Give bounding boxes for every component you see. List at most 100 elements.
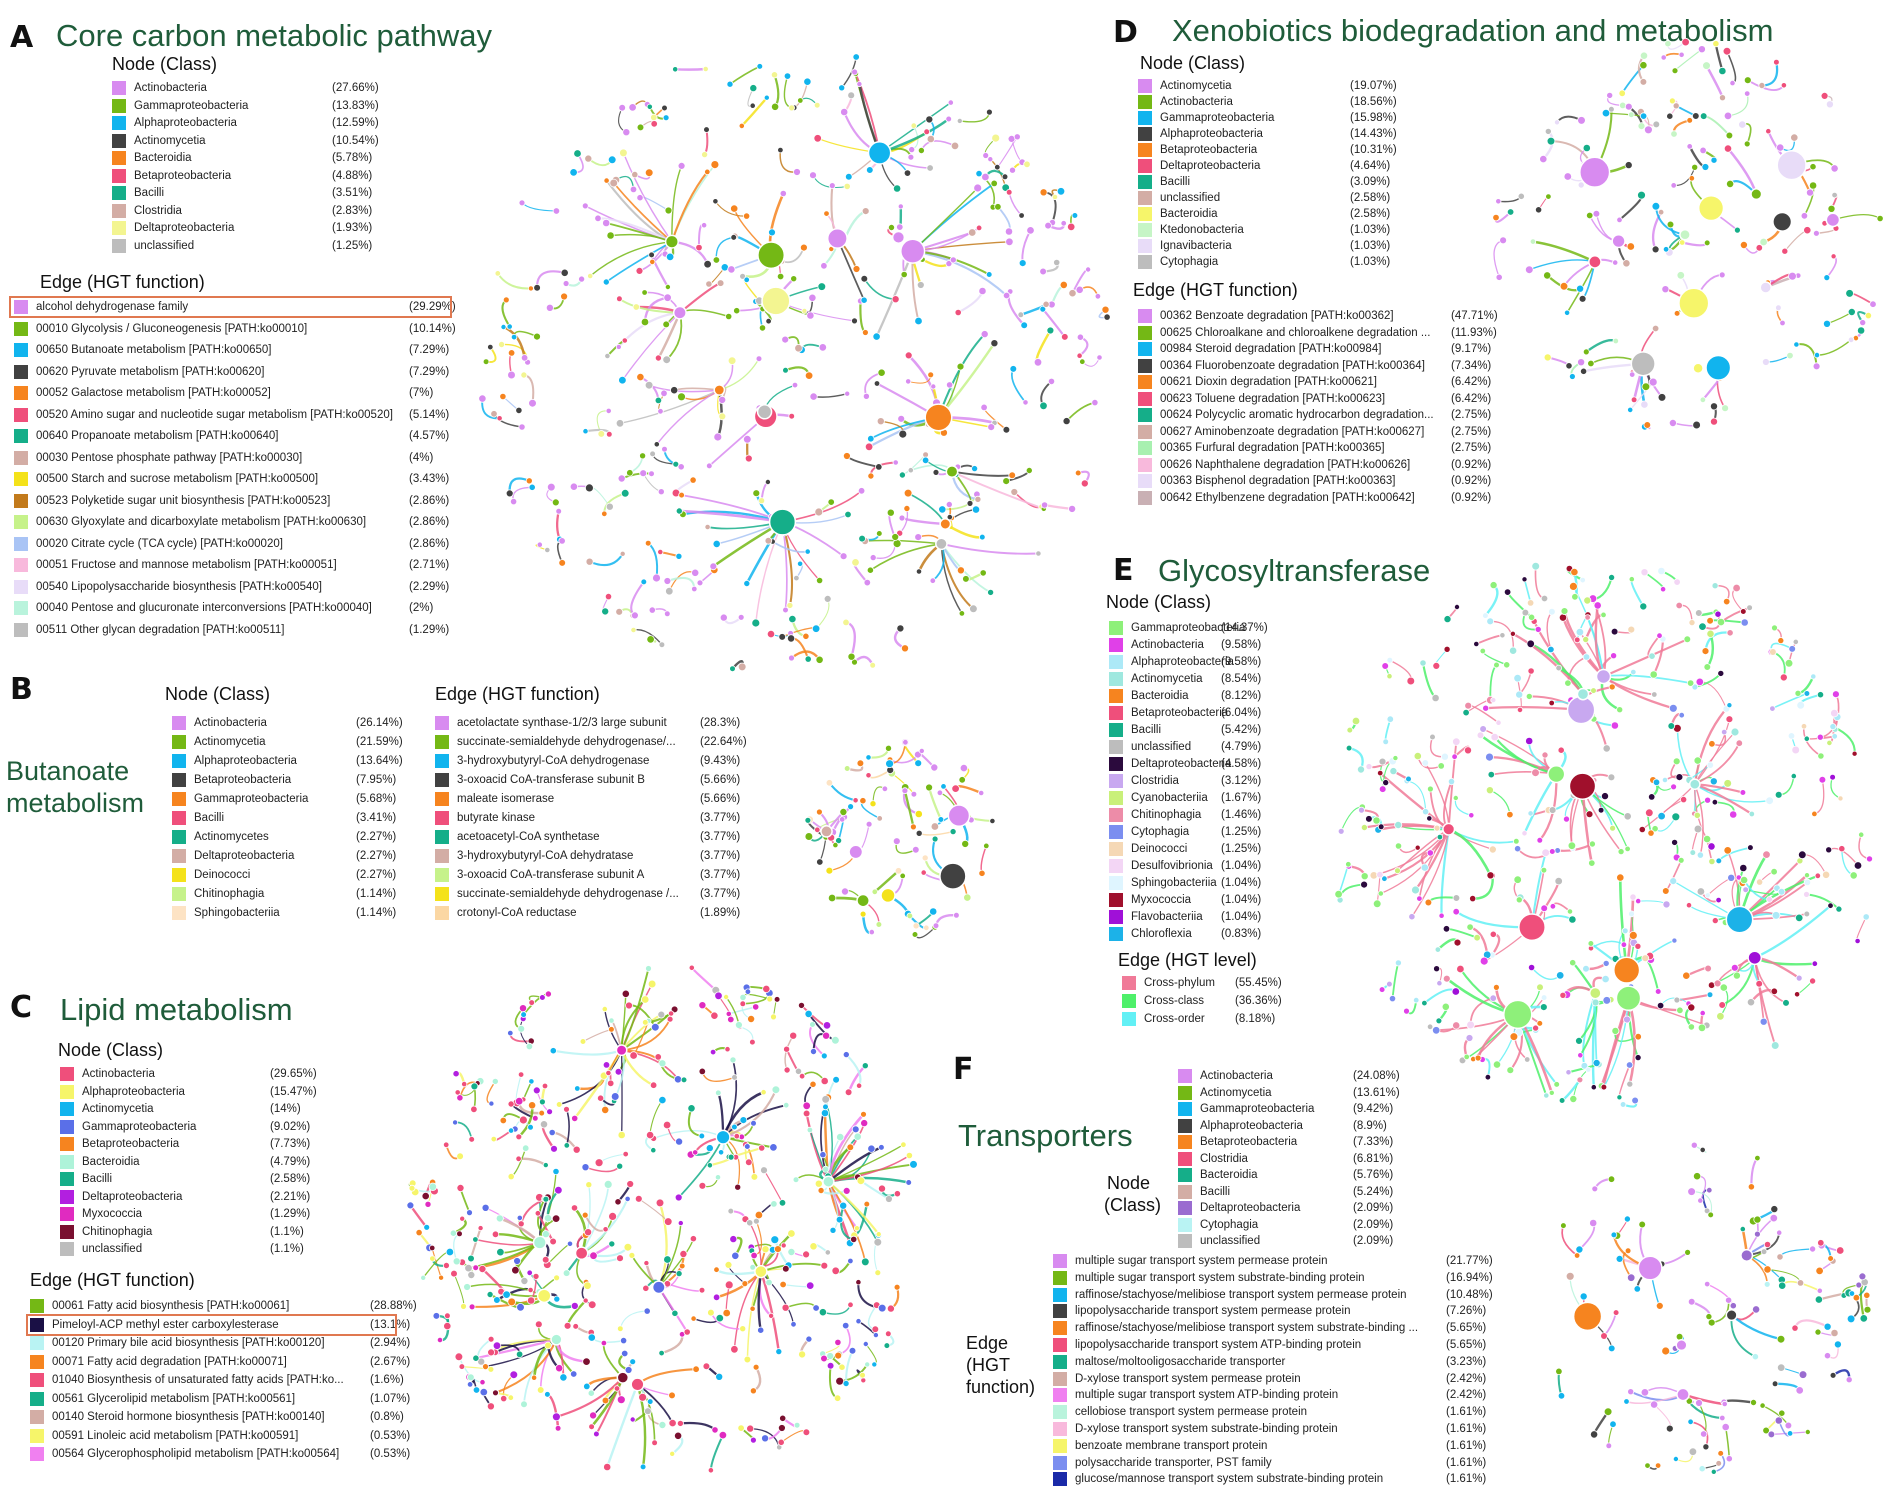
- network-node: [1630, 668, 1637, 676]
- network-node: [1506, 810, 1514, 819]
- network-node: [843, 182, 851, 190]
- network-node: [1717, 1450, 1725, 1457]
- network-edge: [649, 1099, 663, 1134]
- network-node: [956, 117, 963, 124]
- legend-node-label: Alphaproteobacteria: [82, 1085, 185, 1098]
- legend-edge-percent: (7.29%): [409, 365, 450, 378]
- network-edge: [742, 993, 770, 1000]
- network-edge: [722, 1136, 741, 1188]
- panel-letter-c: C: [10, 990, 33, 1025]
- network-node: [823, 595, 832, 603]
- network-edge: [1490, 620, 1514, 651]
- legend-node-percent: (3.41%): [356, 812, 397, 824]
- network-node: [1809, 163, 1817, 171]
- legend-edge-percent: (5.66%): [700, 793, 741, 805]
- network-node: [698, 1132, 706, 1140]
- network-node: [831, 1266, 840, 1275]
- network-node: [664, 206, 673, 215]
- network-node: [1564, 679, 1572, 687]
- network-node: [1830, 253, 1837, 260]
- network-node: [803, 77, 812, 86]
- network-node: [1780, 82, 1787, 89]
- network-node: [1670, 130, 1678, 138]
- legend-node-percent: (10.54%): [332, 134, 379, 147]
- network-node: [781, 1264, 790, 1273]
- legend-color-swatch: [14, 536, 28, 551]
- network-node: [1590, 1084, 1597, 1091]
- network-edge: [701, 1071, 735, 1083]
- network-edge: [1718, 846, 1751, 862]
- legend-color-swatch: [435, 887, 449, 901]
- network-node: [1482, 704, 1490, 712]
- network-node: [818, 343, 827, 352]
- legend-color-swatch: [172, 830, 186, 844]
- network-node: [1047, 377, 1056, 385]
- legend-edge-label: 00591 Linoleic acid metabolism [PATH:ko0…: [52, 1429, 299, 1442]
- network-node: [1657, 811, 1666, 821]
- network-node: [621, 337, 628, 344]
- network-node: [1675, 601, 1683, 610]
- network-node: [1755, 979, 1764, 988]
- network-node: [676, 1419, 684, 1427]
- legend-edge-percent: (1.61%): [1446, 1423, 1487, 1435]
- network-node: [834, 1338, 842, 1346]
- network-node: [891, 533, 900, 541]
- network-node: [1389, 767, 1398, 776]
- network-node: [969, 604, 978, 614]
- legend-node-label: Flavobacteriia: [1131, 911, 1203, 923]
- network-node: [926, 134, 935, 144]
- network-edge: [653, 1130, 724, 1140]
- network-node: [551, 1214, 561, 1223]
- legend-color-swatch: [112, 133, 126, 148]
- network-node: [741, 1280, 749, 1288]
- legend-color-swatch: [1138, 457, 1152, 472]
- network-edge: [661, 1334, 684, 1355]
- network-node: [862, 1340, 869, 1347]
- network-node: [1716, 1012, 1725, 1021]
- legend-edge-label: multiple sugar transport system ATP-bind…: [1075, 1389, 1339, 1402]
- network-node: [1825, 212, 1841, 228]
- legend-edge-label: D-xylose transport system permease prote…: [1075, 1372, 1301, 1385]
- network-node: [644, 380, 654, 390]
- network-edge: [846, 455, 879, 468]
- legend-edge-percent: (4%): [409, 451, 434, 464]
- network-node: [1602, 959, 1610, 967]
- network-node: [797, 1001, 805, 1009]
- network-node: [624, 1366, 633, 1374]
- network-node: [456, 1094, 464, 1102]
- network-edge: [1585, 339, 1617, 353]
- network-node: [688, 964, 695, 971]
- network-node: [1360, 872, 1369, 881]
- panel-c-node-legend-title: Node (Class): [58, 1040, 164, 1060]
- legend-edge-label: 00071 Fatty acid degradation [PATH:ko000…: [52, 1355, 287, 1368]
- network-node: [1640, 400, 1649, 409]
- network-node: [1592, 1059, 1601, 1068]
- network-node: [570, 1301, 579, 1310]
- legend-edge-percent: (1.61%): [1446, 1473, 1487, 1486]
- network-node: [781, 1303, 790, 1312]
- network-node: [1394, 842, 1403, 850]
- network-node: [747, 1015, 756, 1024]
- network-node: [1438, 912, 1445, 919]
- network-node: [558, 537, 566, 545]
- network-node: [1611, 1026, 1620, 1035]
- legend-color-swatch: [60, 1189, 74, 1204]
- legend-edge-percent: (5.66%): [700, 774, 741, 786]
- network-node: [1419, 659, 1427, 667]
- legend-edge-label: raffinose/stachyose/melibiose transport …: [1075, 1322, 1419, 1335]
- legend-node-label: Betaproteobacteria: [1160, 144, 1258, 156]
- legend-color-swatch: [1109, 842, 1123, 856]
- network-node: [749, 102, 756, 109]
- legend-edge-label: acetoacetyl-CoA synthetase: [457, 831, 600, 843]
- network-node: [1644, 808, 1654, 818]
- network-node: [923, 924, 930, 931]
- network-node: [1676, 271, 1685, 280]
- network-node: [1630, 351, 1656, 377]
- network-node: [1685, 1397, 1693, 1405]
- network-node: [1623, 812, 1632, 821]
- network-node: [691, 568, 700, 577]
- network-node: [1615, 985, 1642, 1012]
- network-node: [842, 1186, 851, 1195]
- network-node: [1486, 617, 1495, 626]
- panel-e-edge-legend-title: Edge (HGT level): [1118, 950, 1257, 970]
